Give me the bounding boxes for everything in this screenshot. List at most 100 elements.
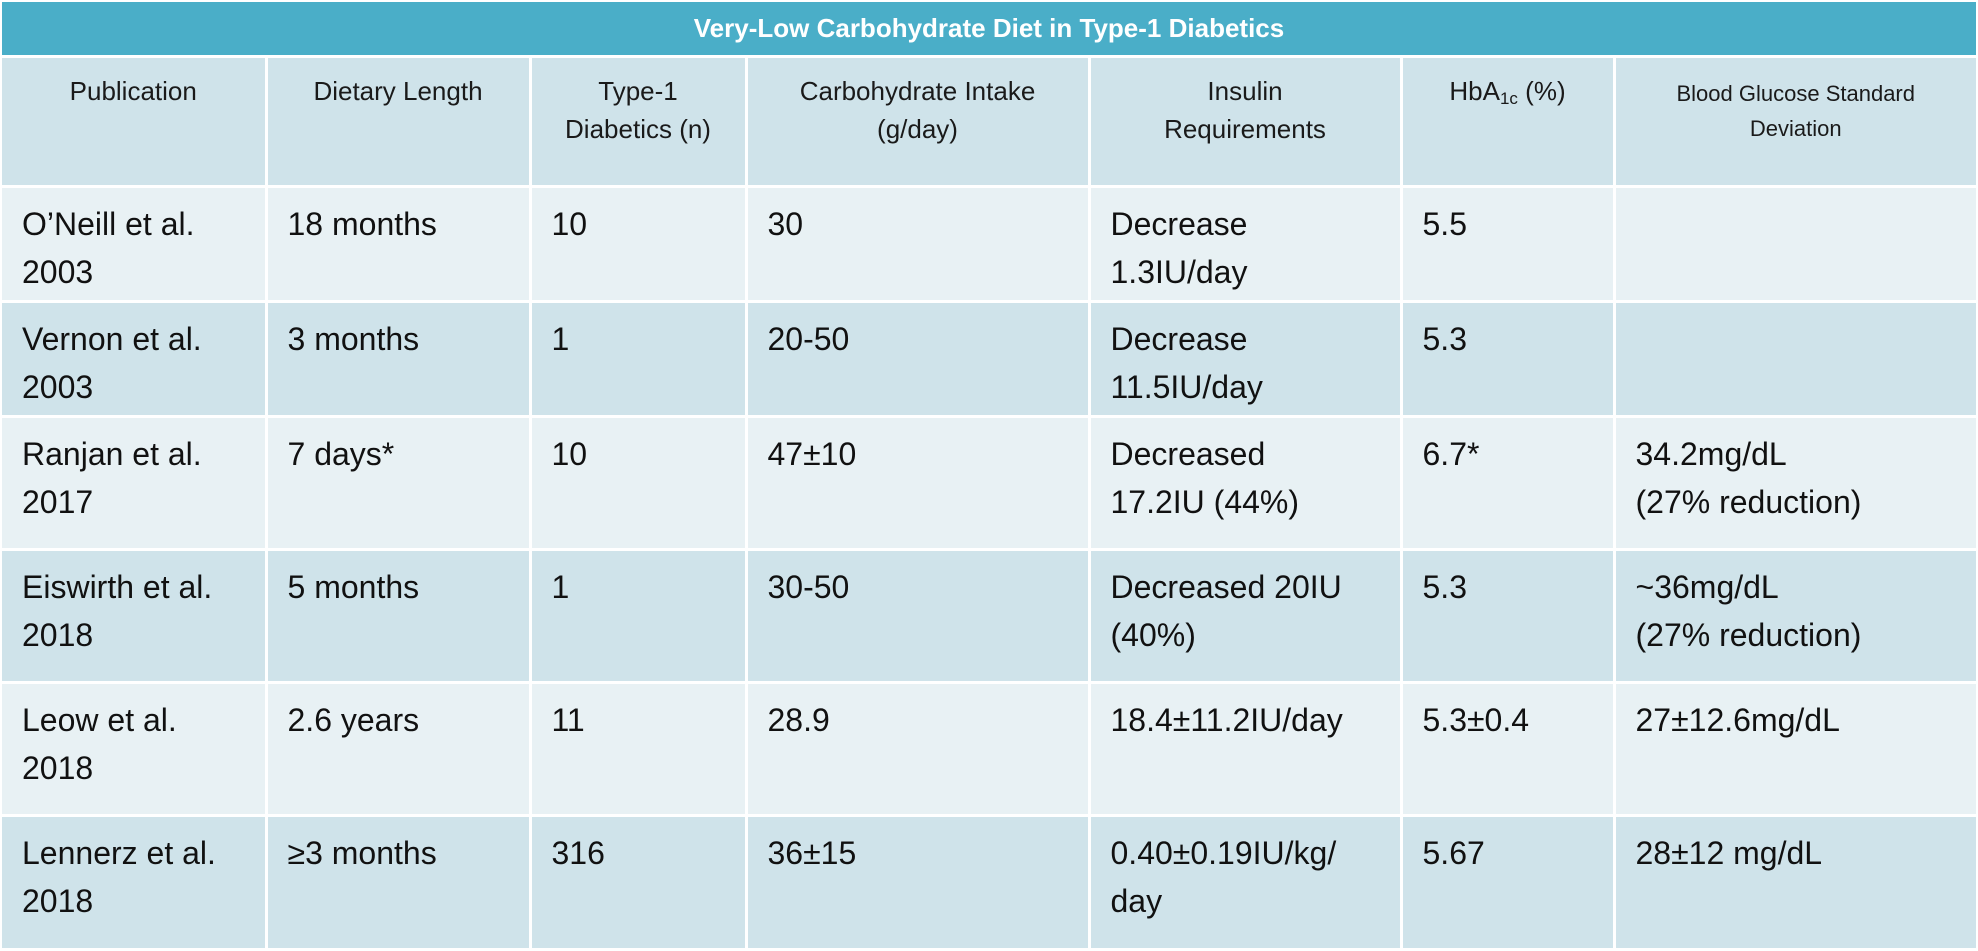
header-insulin-line2: Requirements (1164, 114, 1326, 144)
cell-hba1c: 5.3 (1401, 549, 1616, 684)
header-row: Publication Dietary Length Type-1 Diabet… (2, 58, 1976, 188)
table-row: O’Neill et al. 2003 18 months 10 30 Decre… (2, 186, 1976, 303)
header-carbohydrate-intake: Carbohydrate Intake (g/day) (746, 58, 1091, 188)
publication-line1: Eiswirth et al. (22, 568, 213, 605)
insulin-line2: 17.2IU (44%) (1110, 483, 1300, 520)
insulin-line1: Decrease (1110, 320, 1248, 357)
insulin-line1: 0.40±0.19IU/kg/ (1110, 834, 1337, 871)
bgsd-line1: 34.2mg/dL (1635, 435, 1787, 472)
cell-n: 1 (530, 301, 748, 418)
cell-hba1c: 6.7* (1401, 416, 1616, 551)
cell-carb: 47±10 (746, 416, 1091, 551)
publication-line2: 2003 (22, 368, 94, 405)
header-carb-line1: Carbohydrate Intake (799, 76, 1036, 106)
insulin-line1: Decreased 20IU (1110, 568, 1342, 605)
cell-insulin: Decreased 20IU (40%) (1089, 549, 1403, 684)
header-publication-label: Publication (69, 76, 197, 106)
cell-insulin: Decrease 11.5IU/day (1089, 301, 1403, 418)
publication-line1: Vernon et al. (22, 320, 202, 357)
bgsd-line1: 28±12 mg/dL (1635, 834, 1823, 871)
cell-hba1c: 5.3 (1401, 301, 1616, 418)
cell-publication: Leow et al. 2018 (2, 682, 268, 817)
insulin-line2: 11.5IU/day (1110, 368, 1263, 405)
header-hba-prefix: HbA (1449, 76, 1500, 106)
insulin-line2: (40%) (1110, 616, 1196, 653)
cell-n: 1 (530, 549, 748, 684)
cell-publication: Ranjan et al. 2017 (2, 416, 268, 551)
bgsd-line1: ~36mg/dL (1635, 568, 1779, 605)
cell-carb: 30 (746, 186, 1091, 303)
cell-publication: Vernon et al. 2003 (2, 301, 268, 418)
bgsd-line1: 27±12.6mg/dL (1635, 701, 1840, 738)
cell-dietary-length: ≥3 months (266, 815, 532, 951)
header-type1-diabetics: Type-1 Diabetics (n) (530, 58, 748, 188)
header-carb-line2: (g/day) (877, 114, 958, 144)
publication-line2: 2018 (22, 882, 94, 919)
table-title: Very-Low Carbohydrate Diet in Type-1 Dia… (2, 2, 1976, 58)
cell-bgsd (1614, 301, 1976, 418)
cell-hba1c: 5.67 (1401, 815, 1616, 951)
publication-line1: Lennerz et al. (22, 834, 216, 871)
cell-n: 11 (530, 682, 748, 817)
cell-carb: 20-50 (746, 301, 1091, 418)
insulin-line2: day (1110, 882, 1163, 919)
cell-carb: 28.9 (746, 682, 1091, 817)
header-publication: Publication (2, 58, 268, 188)
publication-line1: Ranjan et al. (22, 435, 202, 472)
cell-insulin: Decrease 1.3IU/day (1089, 186, 1403, 303)
header-bgsd-line1: Blood Glucose Standard (1676, 81, 1916, 106)
cell-hba1c: 5.3±0.4 (1401, 682, 1616, 817)
cell-dietary-length: 2.6 years (266, 682, 532, 817)
cell-insulin: 18.4±11.2IU/day (1089, 682, 1403, 817)
insulin-line1: Decreased (1110, 435, 1266, 472)
publication-line2: 2017 (22, 483, 94, 520)
table-row: Leow et al. 2018 2.6 years 11 28.9 18.4±1… (2, 682, 1976, 817)
table-row: Vernon et al. 2003 3 months 1 20-50 Decre… (2, 301, 1976, 418)
header-blood-glucose-sd: Blood Glucose Standard Deviation (1614, 58, 1976, 188)
cell-dietary-length: 7 days* (266, 416, 532, 551)
table-row: Lennerz et al. 2018 ≥3 months 316 36±15 0… (2, 815, 1976, 951)
header-dietary-length-label: Dietary Length (313, 76, 483, 106)
publication-line2: 2003 (22, 253, 94, 290)
cell-bgsd: 34.2mg/dL (27% reduction) (1614, 416, 1976, 551)
publication-line2: 2018 (22, 616, 94, 653)
cell-bgsd: ~36mg/dL (27% reduction) (1614, 549, 1976, 684)
cell-bgsd: 28±12 mg/dL (1614, 815, 1976, 951)
cell-dietary-length: 3 months (266, 301, 532, 418)
header-type1-line1: Type-1 (598, 76, 678, 106)
bgsd-line2: (27% reduction) (1635, 616, 1862, 653)
insulin-line1: 18.4±11.2IU/day (1110, 701, 1343, 738)
cell-publication: Lennerz et al. 2018 (2, 815, 268, 951)
header-type1-line2: Diabetics (n) (565, 114, 711, 144)
header-hba1c: HbA1c (%) (1401, 58, 1616, 188)
cell-carb: 30-50 (746, 549, 1091, 684)
header-bgsd-line2: Deviation (1749, 116, 1842, 141)
bgsd-line2: (27% reduction) (1635, 483, 1862, 520)
header-hba-subscript: 1c (1499, 89, 1518, 108)
header-insulin-line1: Insulin (1207, 76, 1283, 106)
data-table: Publication Dietary Length Type-1 Diabet… (2, 58, 1976, 951)
cell-n: 316 (530, 815, 748, 951)
cell-publication: Eiswirth et al. 2018 (2, 549, 268, 684)
cell-bgsd: 27±12.6mg/dL (1614, 682, 1976, 817)
cell-hba1c: 5.5 (1401, 186, 1616, 303)
table-row: Ranjan et al. 2017 7 days* 10 47±10 Decre… (2, 416, 1976, 551)
insulin-line1: Decrease (1110, 205, 1248, 242)
cell-publication: O’Neill et al. 2003 (2, 186, 268, 303)
cell-dietary-length: 18 months (266, 186, 532, 303)
cell-insulin: 0.40±0.19IU/kg/day (1089, 815, 1403, 951)
publication-line1: O’Neill et al. (22, 205, 195, 242)
header-dietary-length: Dietary Length (266, 58, 532, 188)
header-insulin-requirements: Insulin Requirements (1089, 58, 1403, 188)
table-body: O’Neill et al. 2003 18 months 10 30 Decre… (2, 186, 1976, 951)
table-row: Eiswirth et al. 2018 5 months 1 30-50 Dec… (2, 549, 1976, 684)
cell-carb: 36±15 (746, 815, 1091, 951)
cell-n: 10 (530, 416, 748, 551)
publication-line1: Leow et al. (22, 701, 177, 738)
cell-n: 10 (530, 186, 748, 303)
publication-line2: 2018 (22, 749, 94, 786)
cell-bgsd (1614, 186, 1976, 303)
table-header: Publication Dietary Length Type-1 Diabet… (2, 58, 1976, 188)
cell-dietary-length: 5 months (266, 549, 532, 684)
